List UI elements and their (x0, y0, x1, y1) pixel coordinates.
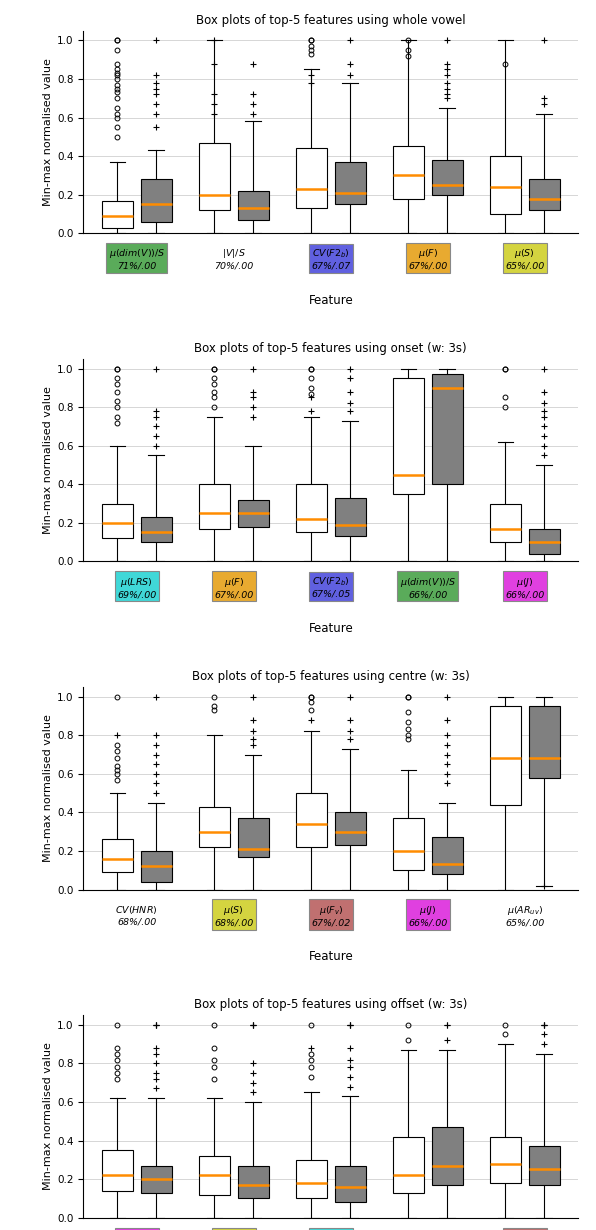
Y-axis label: Min-max normalised value: Min-max normalised value (43, 386, 53, 534)
Bar (393, 1137, 424, 1193)
Text: $\mu(F_v)$
67%/.02: $\mu(F_v)$ 67%/.02 (311, 904, 350, 927)
Text: $\mu(dim(V))/S$
66%/.00: $\mu(dim(V))/S$ 66%/.00 (399, 576, 456, 599)
Bar (393, 146, 424, 198)
Text: $|V|/S$
70%/.00: $|V|/S$ 70%/.00 (214, 247, 253, 271)
Bar (432, 160, 462, 194)
Bar (432, 1127, 462, 1184)
Text: $CV(F2_b)$
67%/.07: $CV(F2_b)$ 67%/.07 (311, 247, 350, 271)
Bar (141, 851, 172, 882)
Bar (529, 180, 560, 210)
Text: $\mu(F)$
67%/.00: $\mu(F)$ 67%/.00 (408, 247, 448, 271)
Bar (393, 378, 424, 494)
Text: $\mu(J)$
66%/.00: $\mu(J)$ 66%/.00 (505, 576, 544, 599)
Bar (296, 485, 327, 533)
Bar (490, 156, 521, 214)
Bar (393, 818, 424, 871)
Bar (199, 143, 230, 210)
Bar (238, 1166, 269, 1198)
Bar (490, 706, 521, 804)
Bar (296, 1160, 327, 1198)
Bar (102, 503, 133, 539)
Text: $\mu(LRS)$
69%/.00: $\mu(LRS)$ 69%/.00 (117, 576, 156, 599)
Text: $\mu(dim(V))/S$
71%/.00: $\mu(dim(V))/S$ 71%/.00 (108, 247, 165, 271)
Title: Box plots of top-5 features using whole vowel: Box plots of top-5 features using whole … (196, 14, 465, 27)
Bar (432, 838, 462, 875)
Bar (335, 812, 366, 845)
Bar (199, 485, 230, 529)
Bar (490, 1137, 521, 1183)
Text: Feature: Feature (308, 294, 353, 308)
Bar (238, 818, 269, 857)
Bar (529, 529, 560, 554)
Y-axis label: Min-max normalised value: Min-max normalised value (43, 1043, 53, 1191)
Bar (102, 839, 133, 872)
Bar (529, 1146, 560, 1184)
Bar (141, 180, 172, 221)
Bar (296, 149, 327, 208)
Text: Feature: Feature (308, 622, 353, 635)
Text: $\mu(S)$
65%/.00: $\mu(S)$ 65%/.00 (505, 247, 544, 271)
Bar (335, 1166, 366, 1202)
Bar (335, 498, 366, 536)
Bar (432, 374, 462, 485)
Title: Box plots of top-5 features using offset (w: 3s): Box plots of top-5 features using offset… (194, 999, 467, 1011)
Text: $CV(HNR)$
68%/.00: $CV(HNR)$ 68%/.00 (116, 904, 158, 926)
Text: $\mu(S)$
68%/.00: $\mu(S)$ 68%/.00 (214, 904, 253, 927)
Bar (199, 1156, 230, 1194)
Bar (102, 1150, 133, 1191)
Title: Box plots of top-5 features using centre (w: 3s): Box plots of top-5 features using centre… (192, 670, 470, 683)
Bar (141, 517, 172, 542)
Y-axis label: Min-max normalised value: Min-max normalised value (43, 58, 53, 205)
Bar (199, 807, 230, 847)
Text: $\mu(F)$
67%/.00: $\mu(F)$ 67%/.00 (214, 576, 253, 599)
Text: $\mu(J)$
66%/.00: $\mu(J)$ 66%/.00 (408, 904, 448, 927)
Bar (141, 1166, 172, 1193)
Bar (102, 200, 133, 228)
Text: $CV(F2_b)$
67%/.05: $CV(F2_b)$ 67%/.05 (311, 576, 350, 599)
Bar (238, 499, 269, 526)
Text: Feature: Feature (308, 951, 353, 963)
Title: Box plots of top-5 features using onset (w: 3s): Box plots of top-5 features using onset … (194, 342, 467, 355)
Y-axis label: Min-max normalised value: Min-max normalised value (43, 715, 53, 862)
Bar (490, 503, 521, 542)
Text: $\mu(AR_{uv})$
65%/.00: $\mu(AR_{uv})$ 65%/.00 (505, 904, 544, 927)
Bar (335, 162, 366, 204)
Bar (238, 191, 269, 220)
Bar (296, 793, 327, 847)
Bar (529, 706, 560, 777)
